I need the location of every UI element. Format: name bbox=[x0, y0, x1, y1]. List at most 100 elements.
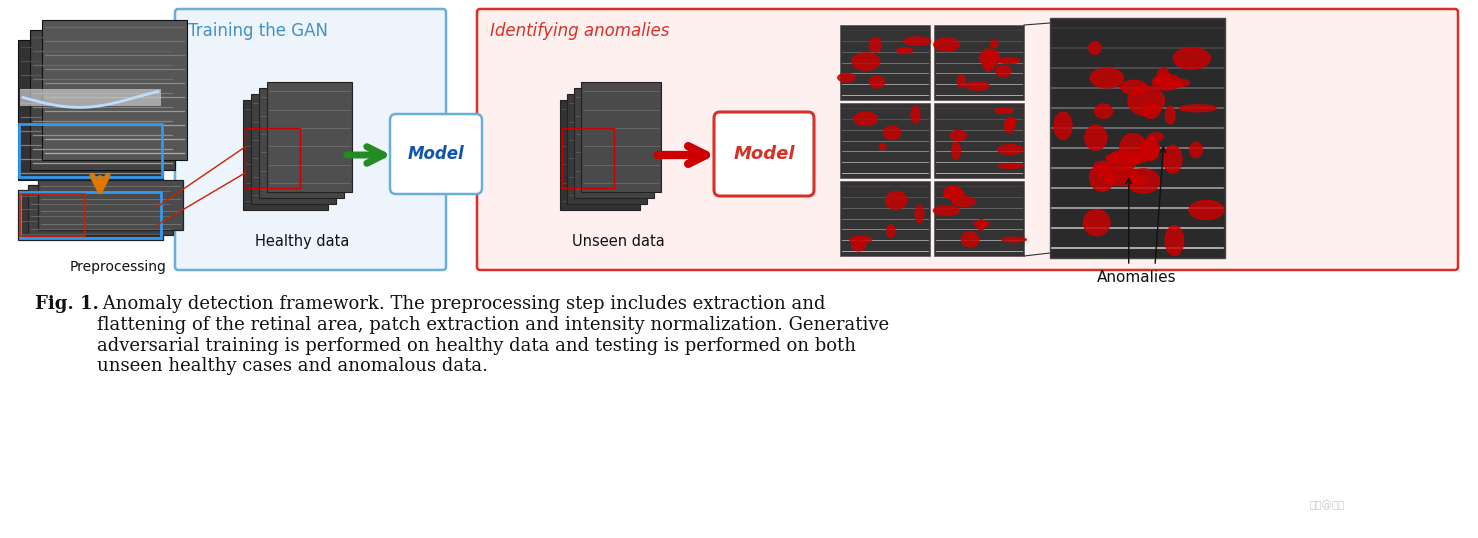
Bar bbox=[568, 94, 647, 204]
Ellipse shape bbox=[1120, 133, 1147, 163]
Ellipse shape bbox=[998, 145, 1023, 154]
Bar bbox=[934, 25, 1024, 100]
Ellipse shape bbox=[885, 192, 906, 209]
Bar bbox=[38, 180, 183, 230]
Bar bbox=[266, 82, 352, 192]
Ellipse shape bbox=[952, 143, 961, 159]
Bar bbox=[573, 88, 653, 198]
Ellipse shape bbox=[1089, 164, 1114, 192]
Ellipse shape bbox=[995, 108, 1012, 114]
Ellipse shape bbox=[884, 126, 900, 139]
Text: 知乎@木土: 知乎@木土 bbox=[1310, 500, 1345, 510]
FancyBboxPatch shape bbox=[390, 114, 482, 194]
Bar bbox=[840, 181, 930, 256]
FancyBboxPatch shape bbox=[174, 9, 446, 270]
Bar bbox=[840, 25, 930, 100]
Ellipse shape bbox=[915, 205, 924, 223]
Text: Identifying anomalies: Identifying anomalies bbox=[491, 22, 670, 40]
Ellipse shape bbox=[850, 236, 871, 243]
Ellipse shape bbox=[869, 38, 881, 52]
Ellipse shape bbox=[1094, 161, 1111, 169]
Bar bbox=[1049, 18, 1225, 258]
Ellipse shape bbox=[1089, 41, 1101, 54]
Ellipse shape bbox=[1091, 68, 1123, 88]
Text: Unseen data: Unseen data bbox=[572, 234, 665, 249]
Ellipse shape bbox=[1054, 112, 1072, 139]
Bar bbox=[250, 94, 336, 204]
Ellipse shape bbox=[903, 37, 931, 45]
Ellipse shape bbox=[1142, 138, 1159, 160]
Ellipse shape bbox=[1190, 143, 1203, 158]
Bar bbox=[581, 82, 661, 192]
Ellipse shape bbox=[984, 61, 993, 71]
Text: Training the GAN: Training the GAN bbox=[188, 22, 328, 40]
Ellipse shape bbox=[998, 164, 1024, 168]
Ellipse shape bbox=[1005, 119, 1014, 133]
Ellipse shape bbox=[1007, 117, 1015, 126]
Ellipse shape bbox=[1148, 133, 1163, 140]
Bar bbox=[19, 124, 163, 177]
Bar bbox=[934, 103, 1024, 178]
Ellipse shape bbox=[974, 221, 989, 226]
Bar bbox=[21, 89, 161, 106]
Bar bbox=[259, 88, 343, 198]
Ellipse shape bbox=[1103, 175, 1147, 186]
Ellipse shape bbox=[999, 58, 1020, 63]
Ellipse shape bbox=[897, 48, 913, 54]
Text: Healthy data: Healthy data bbox=[256, 234, 349, 249]
Ellipse shape bbox=[1126, 169, 1160, 193]
Bar bbox=[28, 185, 173, 235]
Ellipse shape bbox=[869, 76, 884, 88]
Bar bbox=[21, 192, 161, 238]
Text: Anomalies: Anomalies bbox=[1097, 270, 1176, 285]
Ellipse shape bbox=[950, 130, 967, 141]
Ellipse shape bbox=[854, 112, 878, 125]
Bar bbox=[18, 190, 163, 240]
Text: Model: Model bbox=[408, 145, 464, 163]
Bar bbox=[41, 20, 188, 160]
Ellipse shape bbox=[1128, 86, 1165, 116]
Bar bbox=[244, 128, 300, 188]
Ellipse shape bbox=[967, 82, 989, 90]
Ellipse shape bbox=[944, 186, 962, 199]
Ellipse shape bbox=[879, 144, 885, 150]
Ellipse shape bbox=[853, 53, 879, 70]
Ellipse shape bbox=[1083, 210, 1110, 236]
Ellipse shape bbox=[1165, 225, 1184, 256]
Ellipse shape bbox=[887, 225, 894, 237]
Ellipse shape bbox=[1174, 47, 1210, 69]
Ellipse shape bbox=[1120, 80, 1147, 95]
Bar bbox=[242, 100, 328, 210]
Bar bbox=[21, 194, 86, 236]
Ellipse shape bbox=[986, 52, 996, 60]
Ellipse shape bbox=[1153, 74, 1181, 90]
Ellipse shape bbox=[996, 66, 1011, 77]
Bar bbox=[840, 103, 930, 178]
Ellipse shape bbox=[1002, 237, 1026, 242]
Text: Model: Model bbox=[733, 145, 795, 163]
Ellipse shape bbox=[1106, 152, 1148, 164]
FancyBboxPatch shape bbox=[714, 112, 814, 196]
Ellipse shape bbox=[1179, 105, 1216, 112]
Ellipse shape bbox=[1190, 200, 1224, 220]
Ellipse shape bbox=[943, 189, 964, 199]
Ellipse shape bbox=[977, 220, 984, 230]
FancyBboxPatch shape bbox=[477, 9, 1457, 270]
Ellipse shape bbox=[1157, 68, 1169, 80]
Bar bbox=[18, 40, 163, 180]
Ellipse shape bbox=[1097, 168, 1137, 177]
Ellipse shape bbox=[851, 240, 866, 251]
Text: Fig. 1.: Fig. 1. bbox=[35, 295, 99, 313]
Ellipse shape bbox=[1163, 145, 1182, 173]
Ellipse shape bbox=[1154, 79, 1190, 87]
Ellipse shape bbox=[933, 206, 959, 215]
Ellipse shape bbox=[990, 40, 998, 48]
Text: Anomaly detection framework. The preprocessing step includes extraction and
flat: Anomaly detection framework. The preproc… bbox=[98, 295, 890, 376]
Bar bbox=[934, 181, 1024, 256]
Ellipse shape bbox=[1107, 151, 1137, 171]
Ellipse shape bbox=[838, 73, 856, 82]
Ellipse shape bbox=[1095, 104, 1113, 118]
Ellipse shape bbox=[952, 196, 975, 207]
Bar bbox=[30, 30, 174, 170]
Ellipse shape bbox=[934, 38, 959, 51]
